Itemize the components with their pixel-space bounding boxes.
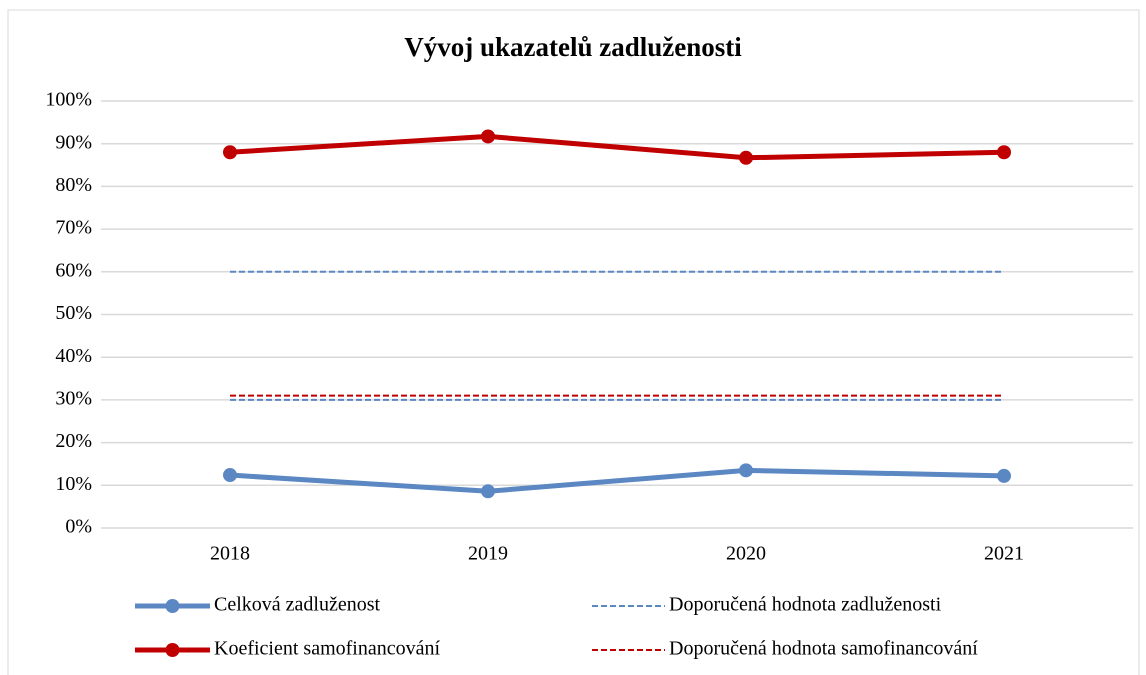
point bbox=[223, 468, 237, 483]
y-tick-label: 100% bbox=[45, 89, 92, 111]
y-tick-label: 40% bbox=[55, 345, 92, 367]
legend-label: Doporučená hodnota zadluženosti bbox=[669, 594, 942, 616]
point bbox=[997, 145, 1011, 160]
point bbox=[739, 150, 753, 165]
x-tick-label: 2020 bbox=[726, 543, 766, 565]
x-tick-label: 2021 bbox=[984, 543, 1024, 565]
chart-border bbox=[7, 9, 1140, 675]
series-line bbox=[229, 467, 1005, 494]
y-tick-label: 10% bbox=[55, 473, 92, 495]
y-tick-label: 20% bbox=[55, 430, 92, 452]
x-tick-label: 2019 bbox=[468, 543, 508, 565]
x-tick-label: 2018 bbox=[210, 543, 250, 565]
y-tick-label: 70% bbox=[55, 217, 92, 239]
legend-label: Koeficient samofinancování bbox=[214, 638, 440, 660]
legend-label: Doporučená hodnota samofinancování bbox=[669, 638, 978, 660]
y-tick-label: 60% bbox=[55, 259, 92, 281]
legend-marker bbox=[165, 643, 180, 657]
y-tick-label: 0% bbox=[65, 516, 92, 538]
point bbox=[739, 463, 753, 478]
y-tick-label: 30% bbox=[55, 387, 92, 409]
point bbox=[481, 129, 495, 144]
y-tick-label: 50% bbox=[55, 302, 92, 324]
legend-marker bbox=[165, 599, 180, 613]
point bbox=[223, 145, 237, 160]
series-line bbox=[229, 133, 1005, 161]
chart-title: Vývoj ukazatelů zadluženosti bbox=[404, 32, 742, 62]
legend-label: Celková zadluženost bbox=[214, 594, 380, 616]
y-tick-label: 80% bbox=[55, 174, 92, 196]
point bbox=[997, 468, 1011, 483]
y-tick-label: 90% bbox=[55, 131, 92, 153]
point bbox=[481, 484, 495, 499]
